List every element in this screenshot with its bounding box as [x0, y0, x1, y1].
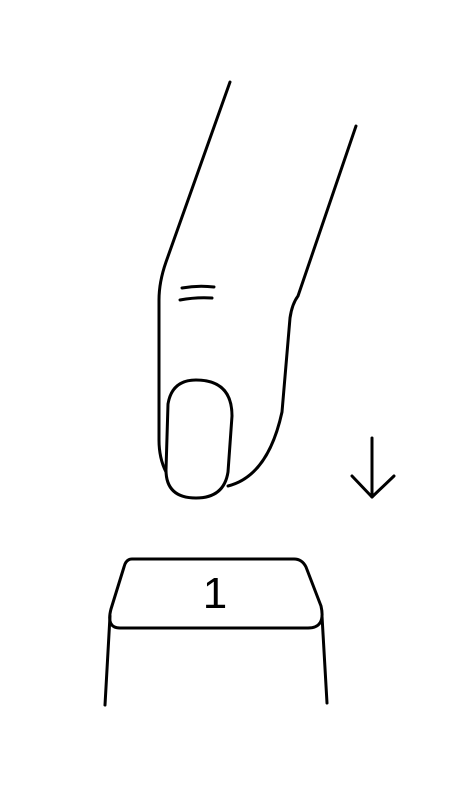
- keycap-left-side: [103, 614, 112, 707]
- keycap-label: 1: [203, 569, 227, 618]
- keycap-icon: 1: [103, 557, 329, 707]
- arrow-down-icon: [350, 436, 396, 499]
- fingernail: [164, 378, 234, 500]
- knuckle-crease-upper: [180, 284, 216, 290]
- keycap-right-side: [320, 614, 329, 705]
- finger-icon: [157, 80, 358, 500]
- keycap-top: [108, 557, 324, 630]
- finger-outline: [157, 80, 358, 488]
- knuckle-crease-lower: [178, 296, 214, 302]
